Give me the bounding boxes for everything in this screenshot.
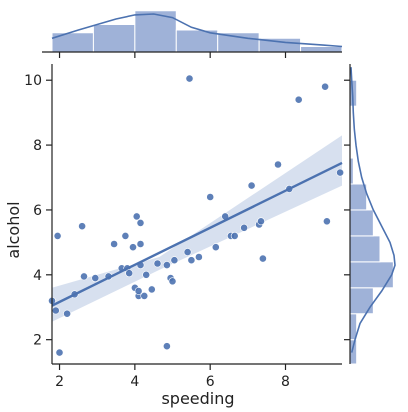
scatter-point bbox=[321, 82, 329, 91]
scatter-point bbox=[183, 248, 192, 256]
scatter-point bbox=[134, 287, 143, 295]
scatter-point bbox=[187, 256, 196, 265]
scatter-point bbox=[258, 254, 267, 263]
scatter-point bbox=[121, 231, 130, 240]
scatter-points bbox=[48, 74, 344, 357]
scatter-point bbox=[336, 168, 344, 177]
scatter-point bbox=[132, 212, 141, 221]
y-tick-label: 10 bbox=[24, 73, 42, 89]
scatter-point bbox=[240, 223, 248, 232]
scatter-point bbox=[230, 231, 239, 240]
scatter-point bbox=[168, 277, 177, 286]
marginal-y-kde bbox=[350, 67, 396, 353]
scatter-point bbox=[153, 259, 162, 268]
scatter-point bbox=[211, 243, 220, 252]
scatter-point bbox=[194, 253, 203, 261]
scatter-point bbox=[206, 193, 215, 201]
y-tick-label: 8 bbox=[33, 138, 42, 154]
marginal-y-bar bbox=[349, 209, 374, 237]
scatter-point bbox=[294, 95, 303, 104]
marginal-y-histogram bbox=[349, 64, 396, 365]
scatter-point bbox=[142, 270, 151, 279]
scatter-point bbox=[170, 256, 179, 265]
x-tick-label: 8 bbox=[281, 374, 290, 390]
x-tick-label: 2 bbox=[55, 374, 64, 390]
scatter-point bbox=[140, 291, 149, 300]
ci-band-layer bbox=[52, 135, 342, 322]
marginal-y-bar bbox=[349, 287, 374, 315]
axes bbox=[46, 52, 350, 370]
scatter-point bbox=[147, 285, 156, 294]
regression-line bbox=[51, 161, 343, 307]
scatter-point bbox=[136, 218, 145, 227]
marginal-x-bar bbox=[300, 46, 343, 53]
scatter-point bbox=[162, 342, 171, 351]
scatter-point bbox=[55, 348, 64, 357]
scatter-point bbox=[136, 240, 145, 248]
regression-layer bbox=[51, 161, 343, 307]
x-tick-label: 6 bbox=[206, 374, 215, 390]
scatter-point bbox=[110, 240, 118, 248]
confidence-band bbox=[52, 135, 342, 322]
scatter-point bbox=[162, 261, 171, 269]
scatter-point bbox=[51, 306, 60, 315]
y-tick-label: 6 bbox=[33, 203, 42, 219]
scatter-point bbox=[53, 231, 62, 240]
scatter-point bbox=[322, 217, 331, 226]
y-tick-label: 2 bbox=[33, 333, 42, 349]
tick-labels: 2 4 6 8 2 4 6 8 10 bbox=[24, 73, 290, 390]
scatter-point bbox=[129, 243, 137, 252]
y-axis-label: alcohol bbox=[4, 201, 23, 258]
scatter-point bbox=[125, 269, 134, 278]
scatter-point bbox=[257, 217, 265, 226]
scatter-point bbox=[185, 74, 194, 83]
marginal-y-bar bbox=[349, 235, 381, 263]
scatter-point bbox=[274, 160, 282, 169]
x-tick-label: 4 bbox=[130, 374, 139, 390]
scatter-point bbox=[247, 181, 256, 190]
scatter-point bbox=[80, 272, 88, 281]
y-tick-label: 4 bbox=[33, 268, 42, 284]
marginal-x-histogram bbox=[42, 10, 343, 53]
x-axis-label: speeding bbox=[161, 389, 234, 408]
scatter-point bbox=[91, 274, 100, 282]
marginal-x-bar bbox=[217, 32, 260, 53]
marginal-x-kde bbox=[51, 13, 343, 48]
scatter-point bbox=[63, 309, 71, 318]
marginal-x-bar bbox=[92, 24, 136, 53]
scatter-point bbox=[78, 222, 86, 231]
